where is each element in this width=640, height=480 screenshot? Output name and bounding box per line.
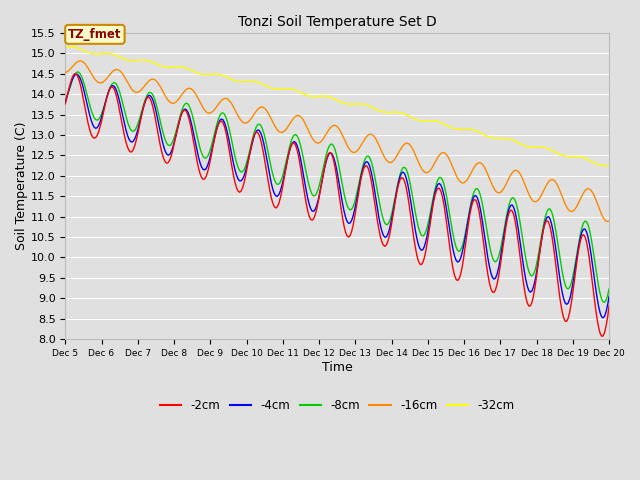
Legend: -2cm, -4cm, -8cm, -16cm, -32cm: -2cm, -4cm, -8cm, -16cm, -32cm [155, 394, 519, 417]
Text: TZ_fmet: TZ_fmet [68, 28, 122, 41]
Y-axis label: Soil Temperature (C): Soil Temperature (C) [15, 122, 28, 250]
Title: Tonzi Soil Temperature Set D: Tonzi Soil Temperature Set D [238, 15, 436, 29]
X-axis label: Time: Time [322, 360, 353, 373]
